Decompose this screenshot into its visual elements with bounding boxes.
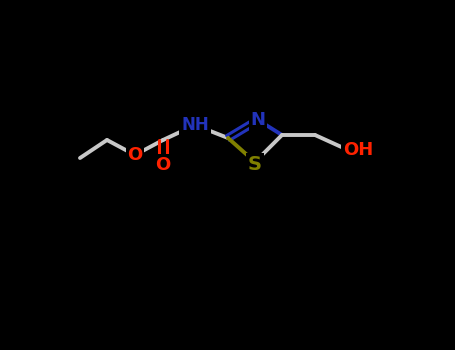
Text: O: O <box>155 156 171 174</box>
Text: OH: OH <box>343 141 373 159</box>
Text: NH: NH <box>181 116 209 134</box>
Text: S: S <box>248 154 262 174</box>
Text: O: O <box>127 146 142 164</box>
Text: N: N <box>251 111 266 129</box>
